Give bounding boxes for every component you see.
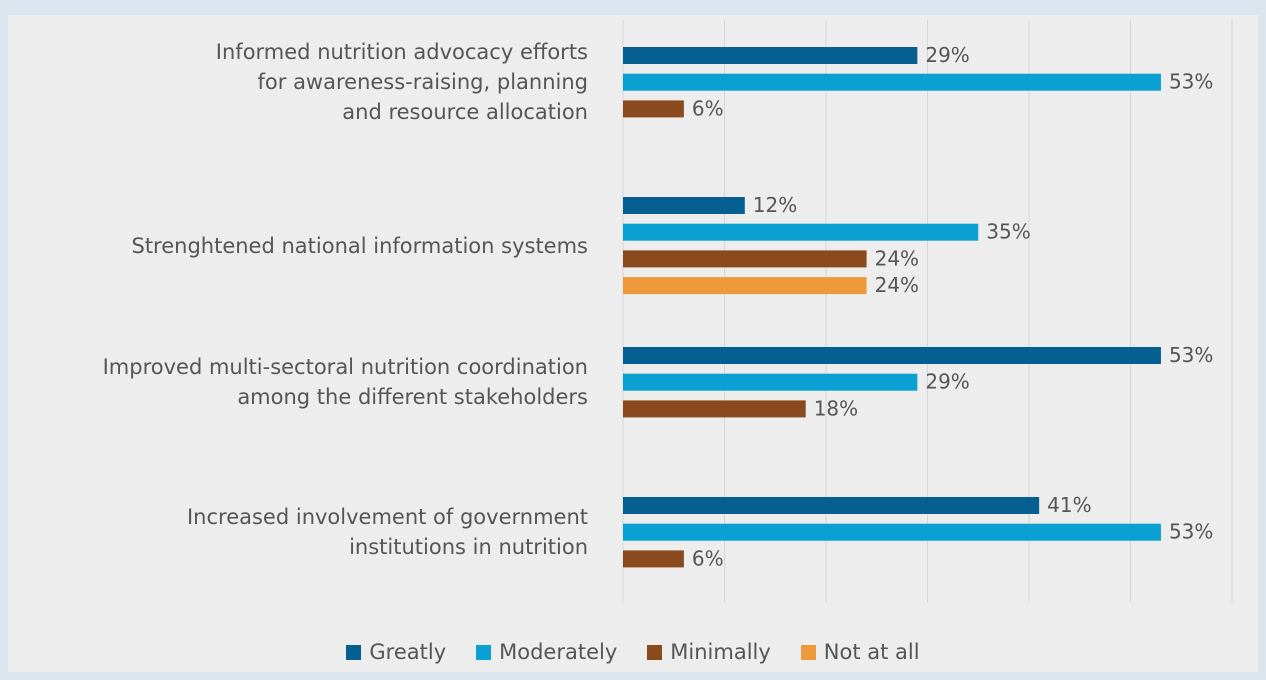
legend-swatch <box>800 644 816 660</box>
bar <box>623 223 979 241</box>
value-label: 24% <box>875 246 919 270</box>
category-label: Increased involvement of government inst… <box>186 505 588 560</box>
value-label: 24% <box>875 273 919 297</box>
legend-item: Not at all <box>800 640 920 664</box>
legend-swatch <box>647 644 663 660</box>
bar <box>623 197 745 214</box>
legend-label: Moderately <box>499 640 618 664</box>
bar <box>623 497 1040 514</box>
legend-item: Minimally <box>647 640 771 664</box>
value-label: 53% <box>1169 520 1213 544</box>
bar <box>623 73 1161 91</box>
legend-item: Greatly <box>346 640 446 664</box>
legend-swatch <box>346 644 362 660</box>
value-label: 6% <box>692 96 724 120</box>
value-label: 18% <box>814 396 858 420</box>
value-label: 29% <box>925 43 969 67</box>
category-label: Strenghtened national information system… <box>131 233 588 258</box>
bar <box>623 347 1161 364</box>
legend-item: Moderately <box>476 640 617 664</box>
bar <box>623 47 918 64</box>
bar <box>623 550 684 568</box>
bar <box>623 400 806 418</box>
legend: Greatly Moderately Minimally Not at all <box>0 640 1266 664</box>
value-label: 41% <box>1047 493 1091 517</box>
bar <box>623 523 1161 541</box>
bar <box>623 250 867 268</box>
bar <box>623 277 867 295</box>
value-label: 53% <box>1169 70 1213 94</box>
bar <box>623 100 684 118</box>
value-label: 29% <box>925 370 969 394</box>
legend-swatch <box>476 644 492 660</box>
bar <box>623 373 918 391</box>
value-label: 35% <box>986 220 1030 244</box>
value-label: 6% <box>692 546 724 570</box>
legend-label: Greatly <box>369 640 447 664</box>
value-label: 53% <box>1169 343 1213 367</box>
category-label: Informed nutrition advocacy efforts for … <box>215 40 588 125</box>
legend-label: Not at all <box>823 640 920 664</box>
category-label: Improved multi-sectoral nutrition coordi… <box>102 355 588 410</box>
value-label: 12% <box>753 193 797 217</box>
legend-label: Minimally <box>670 640 771 664</box>
